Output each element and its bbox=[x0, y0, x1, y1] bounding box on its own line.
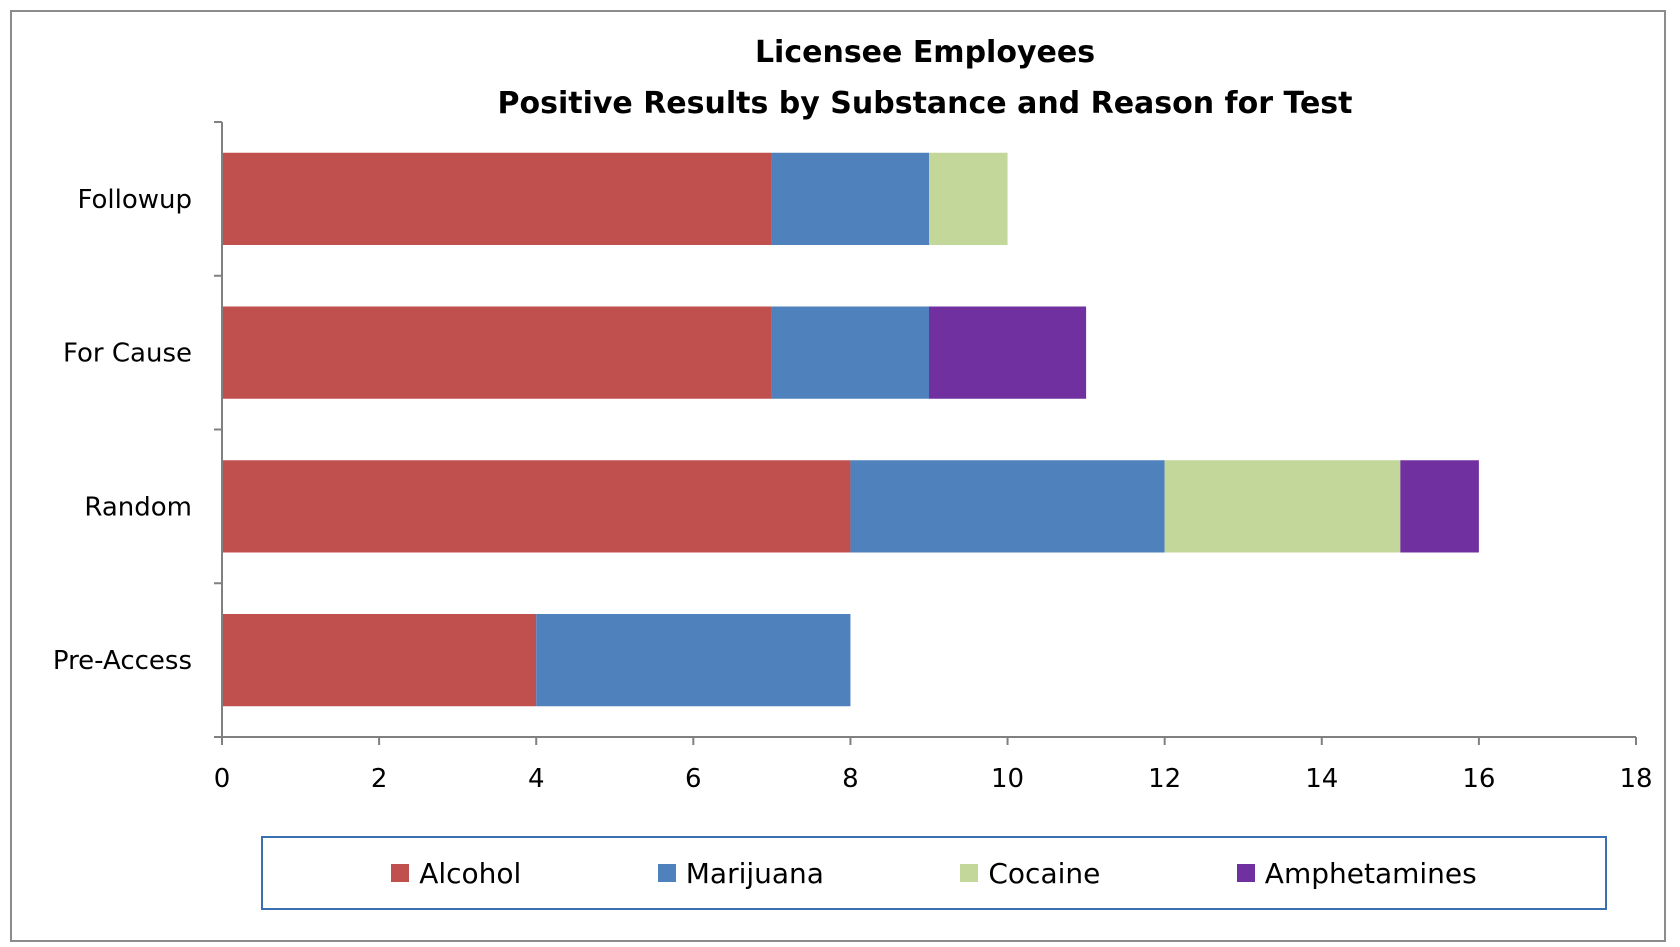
bar-for-cause-amphetamines bbox=[929, 306, 1087, 399]
legend-item-alcohol: Alcohol bbox=[391, 857, 521, 890]
legend-item-marijuana: Marijuana bbox=[657, 856, 824, 890]
x-tick-label: 2 bbox=[371, 764, 388, 794]
bar-followup-alcohol bbox=[222, 152, 772, 245]
bar-for-cause-marijuana bbox=[771, 306, 929, 399]
x-tick-label: 0 bbox=[214, 764, 231, 794]
x-tick-label: 14 bbox=[1305, 764, 1338, 794]
legend-swatch bbox=[657, 864, 676, 882]
legend-label: Amphetamines bbox=[1264, 856, 1477, 890]
legend-swatch bbox=[960, 864, 979, 882]
legend-label: Cocaine bbox=[988, 856, 1101, 890]
legend: Alcohol Marijuana Cocaine Amphetamines bbox=[261, 836, 1607, 910]
x-tick-label: 10 bbox=[991, 764, 1024, 794]
x-tick-label: 16 bbox=[1462, 764, 1495, 794]
category-label: Pre-Access bbox=[53, 646, 192, 676]
labels-layer: Followup For Cause Random Pre-Access 0 2 4 6 8 10… bbox=[53, 185, 1653, 794]
bar-pre-access-alcohol bbox=[222, 614, 537, 707]
legend-label: Alcohol bbox=[419, 856, 522, 890]
axes-layer bbox=[214, 121, 1637, 745]
bar-followup-marijuana bbox=[771, 152, 929, 245]
bar-pre-access-marijuana bbox=[536, 614, 851, 707]
legend-swatch bbox=[1236, 864, 1255, 882]
x-tick-label: 4 bbox=[528, 764, 545, 794]
bar-random-amphetamines bbox=[1400, 460, 1479, 553]
x-tick-label: 12 bbox=[1148, 764, 1181, 794]
legend-item-cocaine: Cocaine bbox=[960, 857, 1100, 890]
x-tick-label: 8 bbox=[842, 764, 859, 794]
x-tick-label: 6 bbox=[685, 764, 702, 794]
bar-random-cocaine bbox=[1164, 460, 1401, 553]
chart-title-line-1: Licensee Employees bbox=[755, 35, 1095, 70]
bars-layer bbox=[222, 152, 1479, 707]
bar-followup-cocaine bbox=[929, 152, 1008, 245]
bar-for-cause-alcohol bbox=[222, 306, 772, 399]
category-label: Followup bbox=[77, 185, 192, 215]
legend-swatch bbox=[391, 864, 410, 882]
chart-title-line-2: Positive Results by Substance and Reason… bbox=[498, 86, 1353, 121]
legend-item-amphetamines: Amphetamines bbox=[1236, 856, 1477, 890]
bar-random-alcohol bbox=[222, 460, 851, 553]
category-label: Random bbox=[84, 492, 192, 522]
legend-label: Marijuana bbox=[685, 856, 824, 890]
x-tick-label: 18 bbox=[1619, 764, 1652, 794]
bar-random-marijuana bbox=[850, 460, 1165, 553]
category-label: For Cause bbox=[63, 339, 192, 369]
